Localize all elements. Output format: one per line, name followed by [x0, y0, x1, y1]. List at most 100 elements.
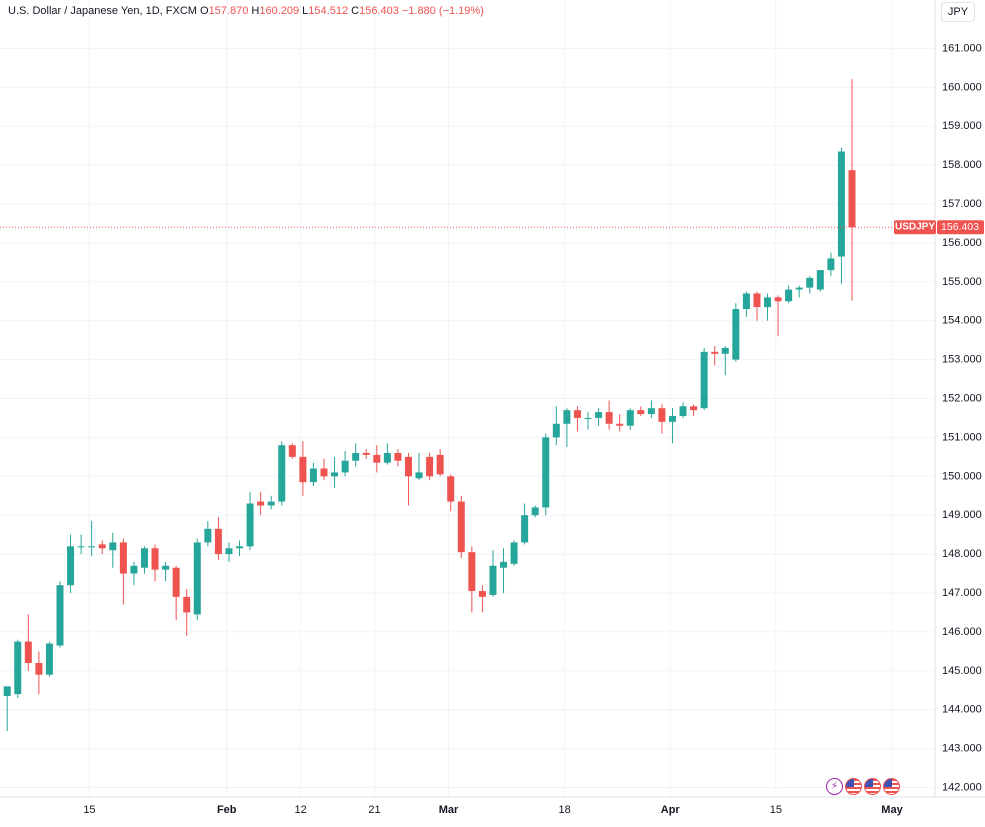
candle-body: [542, 437, 550, 508]
candle-up: [3, 686, 11, 732]
candle-down: [24, 614, 32, 671]
low-value: 154.512: [308, 5, 349, 17]
candle-body: [447, 476, 455, 502]
candle-up: [56, 581, 64, 648]
candle-up: [193, 538, 201, 621]
candle-body: [341, 460, 349, 473]
candle-body: [806, 277, 814, 288]
candle-body: [35, 663, 43, 675]
candle-body: [816, 270, 824, 290]
candle-body: [352, 452, 360, 461]
candle-down: [468, 546, 476, 613]
candle-up: [162, 561, 170, 582]
candle-body: [626, 410, 634, 426]
candle-down: [404, 452, 412, 506]
candle-up: [77, 534, 85, 555]
change-value: −1.880 (−1.19%): [401, 5, 484, 17]
candle-up: [816, 270, 824, 292]
candle-down: [637, 406, 645, 417]
candle-body: [236, 546, 244, 549]
currency-button[interactable]: JPY: [941, 2, 975, 22]
candle-body: [637, 410, 645, 415]
candle-up: [500, 548, 508, 593]
candle-up: [109, 532, 117, 568]
candle-body: [24, 641, 32, 664]
candle-up: [267, 495, 275, 510]
high-label: H: [251, 5, 260, 17]
candle-body: [764, 297, 772, 308]
us-flag-icon[interactable]: [883, 778, 900, 795]
x-tick-label: 18: [559, 804, 571, 816]
candle-body: [373, 454, 381, 463]
candle-down: [98, 540, 106, 555]
candle-up: [531, 505, 539, 518]
close-value: 156.403: [359, 5, 399, 17]
candle-body: [88, 546, 96, 548]
candle-body: [109, 542, 117, 551]
candle-down: [426, 452, 434, 481]
y-tick-label: 158.000: [942, 159, 982, 171]
candle-up: [236, 540, 244, 557]
us-flag-icon[interactable]: [845, 778, 862, 795]
candle-up: [341, 451, 349, 477]
candle-body: [658, 408, 666, 422]
y-tick-label: 161.000: [942, 42, 982, 54]
candle-up: [785, 285, 793, 304]
x-tick-label: Apr: [661, 804, 681, 816]
candle-body: [56, 585, 64, 646]
candle-down: [35, 651, 43, 695]
candle-body: [500, 561, 508, 568]
chart-legend: U.S. Dollar / Japanese Yen, 1D, FXCM O15…: [8, 5, 484, 17]
candle-up: [626, 408, 634, 430]
candle-up: [742, 291, 750, 317]
candle-down: [151, 544, 159, 582]
y-tick-label: 156.000: [942, 237, 982, 249]
candle-body: [119, 542, 127, 574]
us-flag-icon[interactable]: [864, 778, 881, 795]
x-tick-label: 12: [295, 804, 307, 816]
y-tick-label: 147.000: [942, 587, 982, 599]
candle-body: [320, 468, 328, 477]
symbol-title: U.S. Dollar / Japanese Yen, 1D, FXCM: [8, 5, 197, 17]
candle-body: [415, 472, 423, 479]
candle-body: [531, 507, 539, 516]
candle-body: [732, 309, 740, 360]
candle-up: [140, 546, 148, 574]
lightning-bolt-icon[interactable]: ⚡: [826, 778, 843, 795]
candle-up: [383, 443, 391, 465]
candle-down: [658, 404, 666, 434]
candle-body: [151, 548, 159, 570]
candle-body: [3, 686, 11, 697]
candle-down: [288, 443, 296, 459]
candle-body: [394, 452, 402, 461]
x-tick-label: 15: [83, 804, 95, 816]
low-label: L: [302, 5, 309, 17]
candle-body: [67, 546, 75, 586]
candle-up: [225, 542, 233, 562]
y-tick-label: 142.000: [942, 782, 982, 794]
time-axis[interactable]: 15 Feb 12 21 Mar 18 Apr 15 May: [83, 804, 903, 816]
y-tick-label: 148.000: [942, 548, 982, 560]
candle-body: [489, 565, 497, 595]
candle-up: [130, 561, 138, 586]
y-tick-label: 151.000: [942, 431, 982, 443]
candle-up: [806, 275, 814, 294]
y-tick-label: 159.000: [942, 120, 982, 132]
candle-up: [45, 641, 53, 677]
candle-body: [711, 351, 719, 354]
candle-up: [647, 400, 655, 418]
price-axis[interactable]: 142.000 143.000 144.000 145.000 146.000 147.0…: [942, 42, 982, 793]
candle-body: [584, 417, 592, 419]
candle-down: [616, 414, 624, 432]
candle-body: [426, 456, 434, 477]
candle-down: [478, 585, 486, 613]
candle-body: [404, 456, 412, 477]
candle-up: [510, 540, 518, 566]
candle-up: [584, 412, 592, 430]
candle-up: [246, 491, 254, 551]
candle-up: [542, 433, 550, 516]
candle-body: [573, 410, 581, 418]
candle-up: [88, 521, 96, 557]
